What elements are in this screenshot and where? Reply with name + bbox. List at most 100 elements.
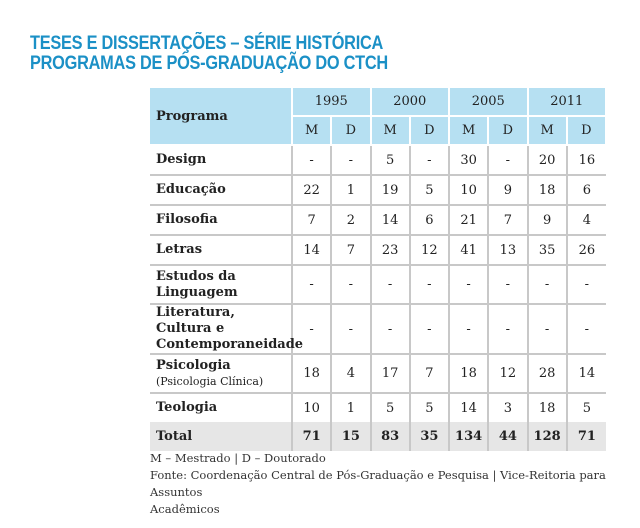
- value-cell: 5: [408, 174, 449, 205]
- table-row: Letras 14 7 23 12 41 13 35 26: [150, 234, 606, 265]
- header-mestrado: M: [290, 116, 333, 146]
- header-year: 1995: [291, 88, 372, 117]
- value-cell: 18: [447, 353, 489, 393]
- value-cell: 7: [290, 204, 332, 235]
- value-cell: 7: [487, 204, 528, 235]
- total-row: Total 71 15 83 35 134 44 128 71: [150, 422, 606, 451]
- program-name: Letras: [156, 242, 203, 257]
- value-cell: 14: [447, 392, 489, 422]
- value-cell: 12: [487, 353, 528, 393]
- value-cell: 13: [487, 234, 528, 265]
- value-cell: -: [447, 264, 489, 304]
- value-cell: -: [369, 303, 410, 354]
- value-cell: 21: [447, 204, 489, 235]
- total-label: Total: [150, 422, 292, 451]
- title-line-2: PROGRAMAS DE PÓS-GRADUAÇÃO DO CTCH: [30, 53, 388, 74]
- value-cell: 30: [447, 144, 489, 175]
- value-cell: -: [408, 264, 449, 304]
- value-cell: 19: [369, 174, 410, 205]
- value-cell: 35: [526, 234, 567, 265]
- program-cell: Psicologia (Psicologia Clínica): [150, 353, 292, 393]
- value-cell: 6: [408, 204, 449, 235]
- table-row: Estudos da Linguagem - - - - - - - -: [150, 264, 606, 304]
- value-cell: 12: [408, 234, 449, 265]
- value-cell: 18: [290, 353, 332, 393]
- value-cell: 18: [526, 174, 567, 205]
- total-value-cell: 83: [369, 422, 410, 451]
- value-cell: 1: [330, 392, 371, 422]
- table-row: Educação 22 1 19 5 10 9 18 6: [150, 174, 606, 205]
- value-cell: -: [369, 264, 410, 304]
- total-value-cell: 35: [408, 422, 449, 451]
- table-row: Psicologia (Psicologia Clínica) 18 4 17 7 18 12…: [150, 353, 606, 393]
- value-cell: -: [330, 144, 371, 175]
- value-cell: 9: [487, 174, 528, 205]
- value-cell: -: [408, 144, 449, 175]
- page-title: TESES E DISSERTAÇÕES – SÉRIE HISTÓRICA P…: [30, 34, 388, 74]
- program-cell: Design: [150, 144, 292, 175]
- program-name: Psicologia: [156, 357, 231, 373]
- value-cell: 26: [565, 234, 606, 265]
- table-row: Design - -5-30-20 16: [150, 144, 606, 175]
- header-year: 2005: [448, 88, 529, 117]
- value-cell: -: [290, 264, 332, 304]
- value-cell: -: [330, 303, 371, 354]
- header-programa: Programa: [150, 88, 293, 146]
- value-cell: 41: [447, 234, 489, 265]
- header-doutorado: D: [408, 116, 451, 146]
- total-value-cell: 71: [290, 422, 332, 451]
- program-cell: Literatura, Cultura e Contemporaneidade: [150, 303, 303, 354]
- value-cell: 4: [565, 204, 606, 235]
- value-cell: 6: [565, 174, 606, 205]
- value-cell: -: [330, 264, 371, 304]
- value-cell: -: [565, 303, 606, 354]
- source-line-1: Fonte: Coordenação Central de Pós-Gradua…: [150, 468, 606, 499]
- header-mestrado: M: [369, 116, 411, 146]
- value-cell: 23: [369, 234, 410, 265]
- program-cell: Teologia: [150, 392, 292, 422]
- value-cell: 28: [526, 353, 567, 393]
- value-cell: -: [408, 303, 449, 354]
- title-line-1: TESES E DISSERTAÇÕES – SÉRIE HISTÓRICA: [30, 33, 384, 54]
- value-cell: 4: [330, 353, 371, 393]
- program-name: Literatura, Cultura e Contemporaneidade: [156, 305, 304, 352]
- value-cell: 17: [369, 353, 410, 393]
- value-cell: 5: [408, 392, 449, 422]
- value-cell: 16: [565, 144, 606, 175]
- value-cell: 14: [369, 204, 410, 235]
- program-cell: Filosofia: [150, 204, 292, 235]
- value-cell: -: [526, 303, 567, 354]
- value-cell: 22: [290, 174, 332, 205]
- value-cell: -: [290, 303, 332, 354]
- value-cell: 5: [565, 392, 606, 422]
- header-row-years: Programa 1995 2000 2005 2011: [150, 88, 607, 146]
- value-cell: 10: [447, 174, 489, 205]
- program-name: Teologia: [156, 400, 218, 415]
- value-cell: 14: [565, 353, 606, 393]
- value-cell: -: [526, 264, 567, 304]
- value-cell: -: [565, 264, 606, 304]
- table-row: Teologia 10 1 5 5 14 3 18 5: [150, 392, 606, 422]
- value-cell: 14: [290, 234, 332, 265]
- source-line-2: Acadêmicos: [150, 502, 220, 516]
- value-cell: 10: [290, 392, 332, 422]
- total-value-cell: 15: [330, 422, 371, 451]
- value-cell: 7: [330, 234, 371, 265]
- header-mestrado: M: [447, 116, 490, 146]
- header-doutorado: D: [330, 116, 372, 146]
- value-cell: 7: [408, 353, 449, 393]
- value-cell: 2: [330, 204, 371, 235]
- header-doutorado: D: [487, 116, 529, 146]
- source-note: Fonte: Coordenação Central de Pós-Gradua…: [150, 467, 640, 518]
- value-cell: -: [487, 264, 528, 304]
- value-cell: -: [447, 303, 489, 354]
- value-cell: -: [290, 144, 332, 175]
- value-cell: 1: [330, 174, 371, 205]
- value-cell: 5: [369, 392, 410, 422]
- program-name: Filosofia: [156, 212, 218, 227]
- value-cell: 20: [526, 144, 567, 175]
- value-cell: 5: [369, 144, 410, 175]
- total-value-cell: 44: [487, 422, 528, 451]
- legend-note: M – Mestrado | D – Doutorado: [150, 451, 326, 465]
